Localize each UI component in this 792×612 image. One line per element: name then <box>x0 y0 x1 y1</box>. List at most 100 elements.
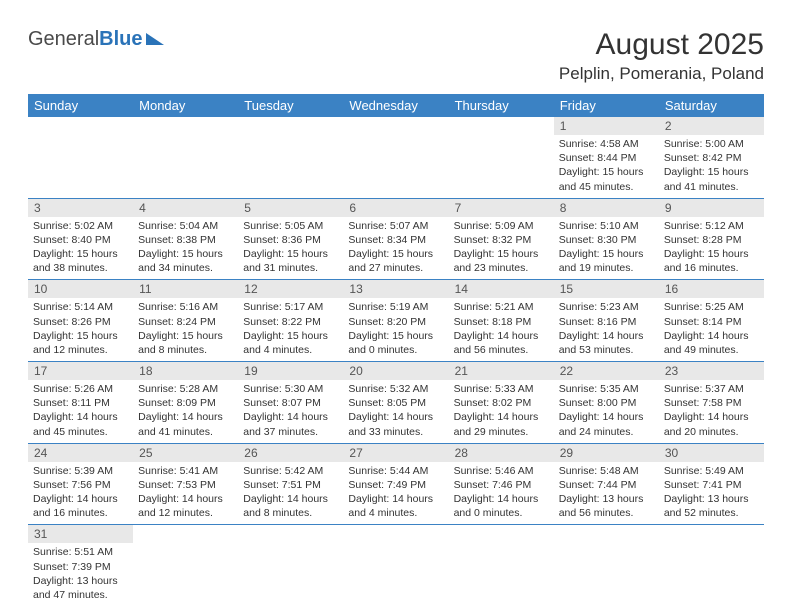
day-details: Sunrise: 5:33 AMSunset: 8:02 PMDaylight:… <box>449 380 554 443</box>
calendar-week: 17Sunrise: 5:26 AMSunset: 8:11 PMDayligh… <box>28 362 764 444</box>
day-details: Sunrise: 5:48 AMSunset: 7:44 PMDaylight:… <box>554 462 659 525</box>
day-details: Sunrise: 5:49 AMSunset: 7:41 PMDaylight:… <box>659 462 764 525</box>
calendar-cell <box>238 525 343 606</box>
location-text: Pelplin, Pomerania, Poland <box>559 64 764 84</box>
day-details: Sunrise: 5:41 AMSunset: 7:53 PMDaylight:… <box>133 462 238 525</box>
calendar-cell <box>238 117 343 198</box>
calendar-week: 1Sunrise: 4:58 AMSunset: 8:44 PMDaylight… <box>28 117 764 198</box>
calendar-cell <box>133 525 238 606</box>
calendar-week: 31Sunrise: 5:51 AMSunset: 7:39 PMDayligh… <box>28 525 764 606</box>
day-number: 12 <box>238 280 343 298</box>
calendar-cell <box>133 117 238 198</box>
calendar-cell: 22Sunrise: 5:35 AMSunset: 8:00 PMDayligh… <box>554 362 659 444</box>
calendar-cell: 16Sunrise: 5:25 AMSunset: 8:14 PMDayligh… <box>659 280 764 362</box>
day-number: 10 <box>28 280 133 298</box>
calendar-cell: 3Sunrise: 5:02 AMSunset: 8:40 PMDaylight… <box>28 198 133 280</box>
day-details: Sunrise: 5:46 AMSunset: 7:46 PMDaylight:… <box>449 462 554 525</box>
day-details: Sunrise: 5:05 AMSunset: 8:36 PMDaylight:… <box>238 217 343 280</box>
day-details: Sunrise: 5:28 AMSunset: 8:09 PMDaylight:… <box>133 380 238 443</box>
day-number: 20 <box>343 362 448 380</box>
calendar-cell <box>554 525 659 606</box>
day-number: 26 <box>238 444 343 462</box>
title-block: August 2025 Pelplin, Pomerania, Poland <box>559 28 764 84</box>
day-header: Thursday <box>449 94 554 117</box>
day-details: Sunrise: 5:10 AMSunset: 8:30 PMDaylight:… <box>554 217 659 280</box>
day-number: 11 <box>133 280 238 298</box>
calendar-cell: 4Sunrise: 5:04 AMSunset: 8:38 PMDaylight… <box>133 198 238 280</box>
calendar-cell: 25Sunrise: 5:41 AMSunset: 7:53 PMDayligh… <box>133 443 238 525</box>
day-details: Sunrise: 5:25 AMSunset: 8:14 PMDaylight:… <box>659 298 764 361</box>
day-details: Sunrise: 5:37 AMSunset: 7:58 PMDaylight:… <box>659 380 764 443</box>
day-number: 19 <box>238 362 343 380</box>
day-number: 3 <box>28 199 133 217</box>
day-header: Saturday <box>659 94 764 117</box>
day-details: Sunrise: 5:35 AMSunset: 8:00 PMDaylight:… <box>554 380 659 443</box>
day-details: Sunrise: 5:30 AMSunset: 8:07 PMDaylight:… <box>238 380 343 443</box>
day-details: Sunrise: 5:39 AMSunset: 7:56 PMDaylight:… <box>28 462 133 525</box>
day-details: Sunrise: 5:44 AMSunset: 7:49 PMDaylight:… <box>343 462 448 525</box>
day-details: Sunrise: 5:51 AMSunset: 7:39 PMDaylight:… <box>28 543 133 606</box>
calendar-cell: 1Sunrise: 4:58 AMSunset: 8:44 PMDaylight… <box>554 117 659 198</box>
calendar-cell: 24Sunrise: 5:39 AMSunset: 7:56 PMDayligh… <box>28 443 133 525</box>
day-details: Sunrise: 5:32 AMSunset: 8:05 PMDaylight:… <box>343 380 448 443</box>
day-number: 2 <box>659 117 764 135</box>
calendar-cell: 8Sunrise: 5:10 AMSunset: 8:30 PMDaylight… <box>554 198 659 280</box>
calendar-cell: 7Sunrise: 5:09 AMSunset: 8:32 PMDaylight… <box>449 198 554 280</box>
calendar-cell <box>449 525 554 606</box>
calendar-cell: 13Sunrise: 5:19 AMSunset: 8:20 PMDayligh… <box>343 280 448 362</box>
calendar-cell <box>449 117 554 198</box>
day-details: Sunrise: 5:09 AMSunset: 8:32 PMDaylight:… <box>449 217 554 280</box>
calendar-cell: 18Sunrise: 5:28 AMSunset: 8:09 PMDayligh… <box>133 362 238 444</box>
day-details: Sunrise: 5:19 AMSunset: 8:20 PMDaylight:… <box>343 298 448 361</box>
calendar-cell: 30Sunrise: 5:49 AMSunset: 7:41 PMDayligh… <box>659 443 764 525</box>
day-number: 4 <box>133 199 238 217</box>
day-number: 31 <box>28 525 133 543</box>
day-number: 21 <box>449 362 554 380</box>
day-details: Sunrise: 5:04 AMSunset: 8:38 PMDaylight:… <box>133 217 238 280</box>
month-title: August 2025 <box>559 28 764 62</box>
calendar-cell: 9Sunrise: 5:12 AMSunset: 8:28 PMDaylight… <box>659 198 764 280</box>
calendar-cell: 14Sunrise: 5:21 AMSunset: 8:18 PMDayligh… <box>449 280 554 362</box>
calendar-cell: 28Sunrise: 5:46 AMSunset: 7:46 PMDayligh… <box>449 443 554 525</box>
day-details: Sunrise: 5:16 AMSunset: 8:24 PMDaylight:… <box>133 298 238 361</box>
day-number: 8 <box>554 199 659 217</box>
day-number: 30 <box>659 444 764 462</box>
calendar-cell: 26Sunrise: 5:42 AMSunset: 7:51 PMDayligh… <box>238 443 343 525</box>
day-details: Sunrise: 5:12 AMSunset: 8:28 PMDaylight:… <box>659 217 764 280</box>
day-details: Sunrise: 5:21 AMSunset: 8:18 PMDaylight:… <box>449 298 554 361</box>
day-details: Sunrise: 5:14 AMSunset: 8:26 PMDaylight:… <box>28 298 133 361</box>
day-number: 24 <box>28 444 133 462</box>
day-number: 5 <box>238 199 343 217</box>
day-number: 25 <box>133 444 238 462</box>
calendar-cell <box>343 525 448 606</box>
day-number: 16 <box>659 280 764 298</box>
day-number: 18 <box>133 362 238 380</box>
day-number: 29 <box>554 444 659 462</box>
day-details: Sunrise: 5:17 AMSunset: 8:22 PMDaylight:… <box>238 298 343 361</box>
calendar-cell: 27Sunrise: 5:44 AMSunset: 7:49 PMDayligh… <box>343 443 448 525</box>
calendar-cell: 11Sunrise: 5:16 AMSunset: 8:24 PMDayligh… <box>133 280 238 362</box>
day-number: 17 <box>28 362 133 380</box>
calendar-cell: 20Sunrise: 5:32 AMSunset: 8:05 PMDayligh… <box>343 362 448 444</box>
day-number: 6 <box>343 199 448 217</box>
day-details: Sunrise: 4:58 AMSunset: 8:44 PMDaylight:… <box>554 135 659 198</box>
day-number: 23 <box>659 362 764 380</box>
day-number: 27 <box>343 444 448 462</box>
day-header: Wednesday <box>343 94 448 117</box>
day-number: 15 <box>554 280 659 298</box>
day-number: 7 <box>449 199 554 217</box>
logo-triangle-icon <box>146 33 164 45</box>
day-number: 9 <box>659 199 764 217</box>
calendar-cell: 6Sunrise: 5:07 AMSunset: 8:34 PMDaylight… <box>343 198 448 280</box>
calendar-cell <box>343 117 448 198</box>
logo: General Blue <box>28 28 164 51</box>
day-details: Sunrise: 5:00 AMSunset: 8:42 PMDaylight:… <box>659 135 764 198</box>
calendar-cell: 29Sunrise: 5:48 AMSunset: 7:44 PMDayligh… <box>554 443 659 525</box>
calendar-cell: 31Sunrise: 5:51 AMSunset: 7:39 PMDayligh… <box>28 525 133 606</box>
day-number: 1 <box>554 117 659 135</box>
calendar-week: 10Sunrise: 5:14 AMSunset: 8:26 PMDayligh… <box>28 280 764 362</box>
header: General Blue August 2025 Pelplin, Pomera… <box>28 28 764 84</box>
day-details: Sunrise: 5:42 AMSunset: 7:51 PMDaylight:… <box>238 462 343 525</box>
calendar-cell: 10Sunrise: 5:14 AMSunset: 8:26 PMDayligh… <box>28 280 133 362</box>
calendar-cell: 12Sunrise: 5:17 AMSunset: 8:22 PMDayligh… <box>238 280 343 362</box>
